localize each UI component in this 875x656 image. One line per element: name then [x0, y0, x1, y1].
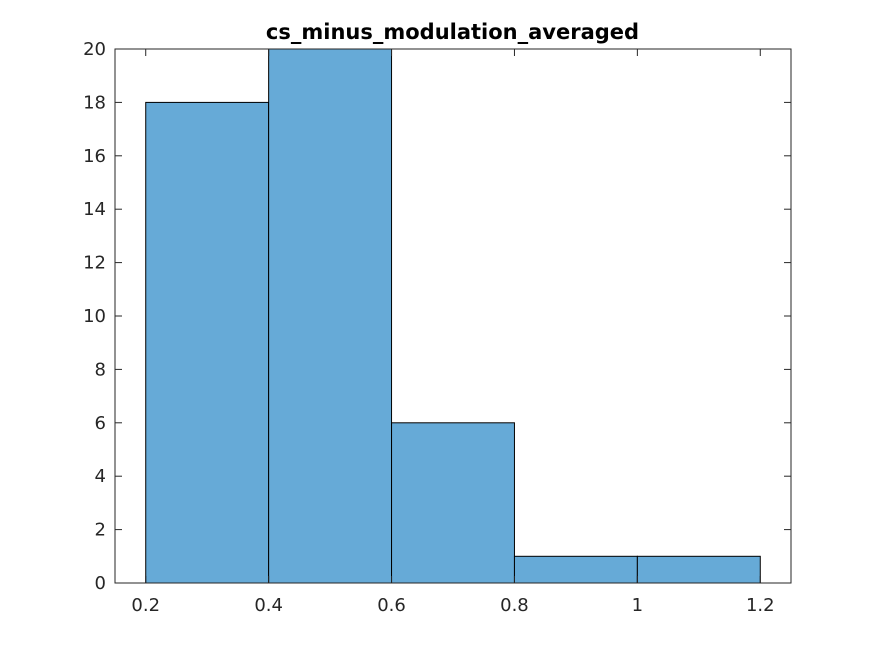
y-tick-label: 12	[83, 253, 106, 274]
histogram-bar-4	[513, 555, 638, 584]
x-tick-label: 0.4	[254, 595, 283, 616]
y-tick-label: 6	[95, 413, 106, 434]
y-tick-label: 18	[83, 92, 106, 113]
y-tick-label: 0	[95, 573, 106, 594]
histogram-bars	[145, 48, 761, 584]
y-tick-label: 10	[83, 306, 106, 327]
x-tick-label: 0.8	[500, 595, 529, 616]
axes-box	[114, 48, 792, 584]
x-tick-label: 1	[632, 595, 643, 616]
chart-title: cs_minus_modulation_averaged	[266, 20, 639, 44]
x-tick-label: 1.2	[746, 595, 775, 616]
y-tick-label: 2	[95, 520, 106, 541]
histogram-bar-1	[145, 101, 270, 584]
histogram-bar-2	[268, 48, 393, 584]
y-tick-label: 4	[95, 466, 106, 487]
x-tick-label: 0.2	[131, 595, 160, 616]
histogram-bar-5	[636, 555, 761, 584]
x-tick-label: 0.6	[377, 595, 406, 616]
y-tick-label: 8	[95, 359, 106, 380]
x-tick-labels: 0.2 0.4 0.6 0.8 1 1.2	[131, 595, 774, 616]
y-tick-labels: 0 2 4 6 8 10 12 14 16 18 20	[83, 39, 106, 594]
y-tick-label: 16	[83, 146, 106, 167]
histogram-bar-3	[391, 422, 515, 584]
y-tick-label: 14	[83, 199, 106, 220]
y-tick-label: 20	[83, 39, 106, 60]
